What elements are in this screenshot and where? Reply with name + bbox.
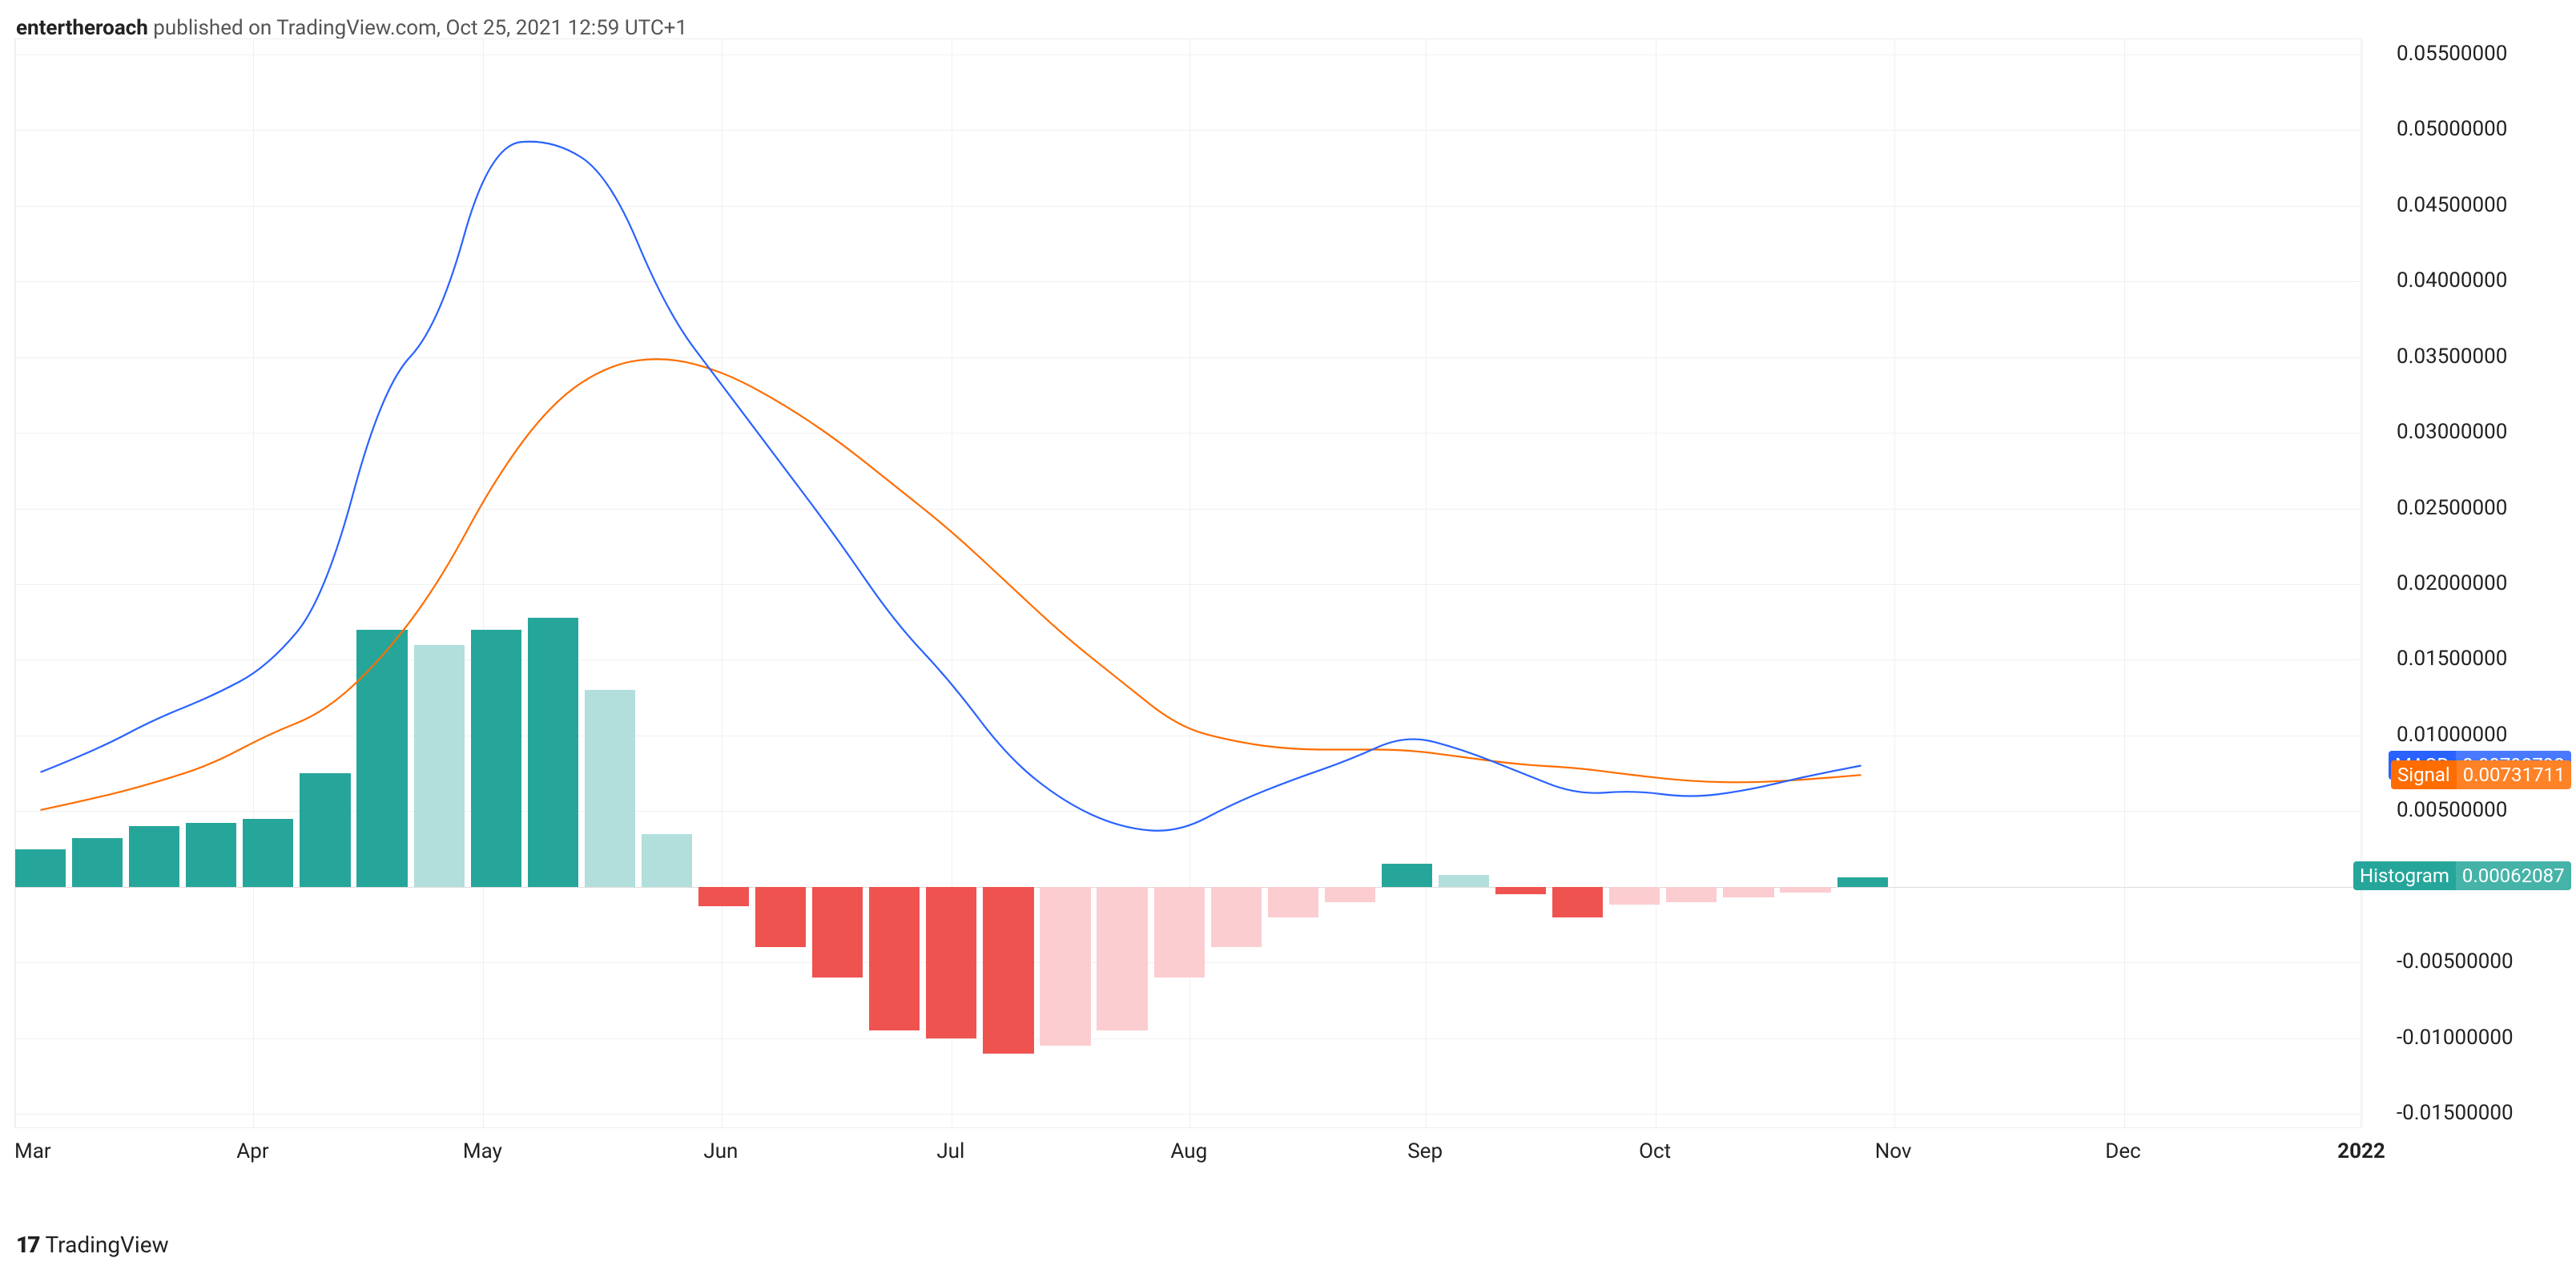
y-tick-label: 0.03500000 (2397, 345, 2507, 369)
attribution-user: entertheroach (16, 16, 148, 40)
x-tick-label: Jul (936, 1139, 964, 1163)
x-tick-label: Sep (1407, 1139, 1443, 1163)
x-tick-label: May (463, 1139, 502, 1163)
signal-badge: Signal0.00731711 (2391, 760, 2571, 789)
y-tick-label: 0.01000000 (2397, 723, 2507, 747)
macd-line (41, 142, 1862, 831)
attribution-site: TradingView.com (276, 16, 437, 40)
y-tick-label: 0.02500000 (2397, 496, 2507, 520)
signal-badge-label: Signal (2391, 760, 2457, 789)
y-tick-label: -0.00500000 (2397, 949, 2514, 974)
y-tick-label: 0.05500000 (2397, 42, 2507, 66)
tradingview-text: TradingView (45, 1232, 168, 1258)
y-tick-label: -0.01500000 (2397, 1101, 2514, 1125)
x-tick-label: 2022 (2337, 1139, 2385, 1163)
x-tick-label: Oct (1639, 1139, 1671, 1163)
y-tick-label: 0.04000000 (2397, 268, 2507, 292)
attribution-mid: published on (148, 16, 276, 40)
gridline-v (2362, 39, 2363, 1127)
signal-badge-value: 0.00731711 (2457, 760, 2572, 789)
y-tick-label: -0.01000000 (2397, 1026, 2514, 1050)
attribution-after: , Oct 25, 2021 12:59 UTC+1 (437, 16, 687, 40)
tradingview-logo-icon: 17 (16, 1232, 38, 1258)
macd-chart[interactable] (14, 38, 2361, 1128)
tradingview-watermark: 17 TradingView (16, 1232, 169, 1258)
y-tick-label: 0.04500000 (2397, 193, 2507, 217)
x-tick-label: Mar (14, 1139, 51, 1163)
histogram-badge: Histogram0.00062087 (2353, 861, 2571, 890)
histogram-badge-value: 0.00062087 (2456, 861, 2571, 890)
y-axis-labels: 0.05500000 0.05000000 0.04500000 0.04000000… (2371, 38, 2531, 1128)
y-tick-label: 0.05000000 (2397, 117, 2507, 141)
x-tick-label: Dec (2105, 1139, 2140, 1163)
y-tick-label: 0.00500000 (2397, 798, 2507, 822)
attribution-text: entertheroach published on TradingView.c… (16, 16, 687, 40)
histogram-badge-label: Histogram (2353, 861, 2456, 890)
x-axis-labels: MarAprMayJunJulAugSepOctNovDec2022 (14, 1139, 2361, 1171)
x-tick-label: Jun (703, 1139, 738, 1163)
x-tick-label: Nov (1875, 1139, 1912, 1163)
y-tick-label: 0.01500000 (2397, 647, 2507, 671)
y-tick-label: 0.03000000 (2397, 420, 2507, 444)
y-tick-label: 0.02000000 (2397, 571, 2507, 595)
x-tick-label: Aug (1170, 1139, 1207, 1163)
x-tick-label: Apr (236, 1139, 268, 1163)
